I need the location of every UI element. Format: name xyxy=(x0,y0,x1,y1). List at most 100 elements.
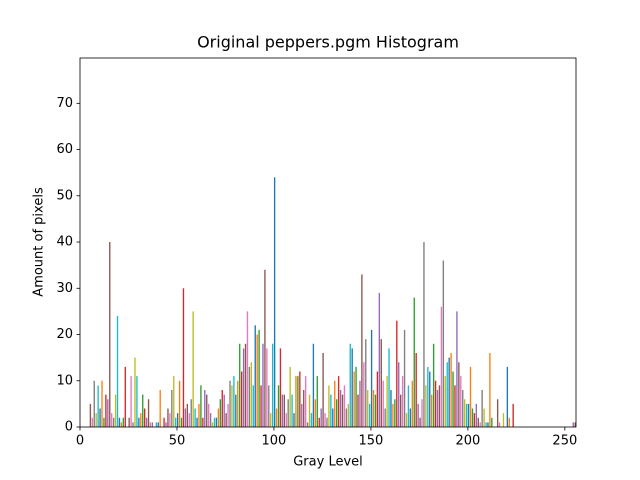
y-axis-label: Amount of pixels xyxy=(32,187,47,297)
bar xyxy=(320,408,322,427)
bar xyxy=(475,403,477,427)
bar xyxy=(378,292,381,427)
plot-frame xyxy=(79,57,577,428)
bar xyxy=(304,376,307,427)
bar xyxy=(303,390,305,427)
bar xyxy=(469,366,472,427)
y-tick-label: 30 xyxy=(56,281,73,296)
bar xyxy=(491,417,493,427)
bar xyxy=(328,385,330,427)
bar xyxy=(270,413,272,427)
bar xyxy=(394,399,396,427)
bar xyxy=(506,366,509,427)
bar xyxy=(368,403,371,427)
bar xyxy=(337,376,340,427)
bar xyxy=(254,325,256,427)
bar xyxy=(431,394,433,427)
bar xyxy=(134,357,136,427)
bar xyxy=(277,385,280,427)
y-tick-label: 40 xyxy=(56,235,73,250)
bar xyxy=(200,385,202,427)
bar xyxy=(250,362,253,427)
bar xyxy=(163,417,165,427)
bar xyxy=(244,343,247,427)
y-tick-label: 0 xyxy=(65,420,73,435)
bar xyxy=(496,399,499,427)
bar xyxy=(343,385,346,427)
bar xyxy=(440,306,443,427)
bar xyxy=(95,413,97,427)
bar xyxy=(382,380,384,427)
bar xyxy=(208,403,210,427)
bar xyxy=(182,288,185,427)
bar xyxy=(289,366,291,427)
bar xyxy=(324,413,326,427)
bar xyxy=(508,417,510,427)
bar xyxy=(353,371,355,427)
bar xyxy=(285,413,287,427)
bar xyxy=(124,366,126,427)
bar xyxy=(178,380,181,427)
bar xyxy=(237,380,239,427)
bar xyxy=(272,343,274,427)
bar xyxy=(184,408,187,427)
x-tick-label: 200 xyxy=(455,434,480,449)
bar xyxy=(132,422,134,427)
bar xyxy=(111,413,113,427)
bar xyxy=(175,417,177,427)
bar xyxy=(419,417,421,427)
bar xyxy=(173,376,175,427)
bar xyxy=(376,371,379,427)
bar xyxy=(483,408,485,427)
bar xyxy=(235,394,237,427)
bar xyxy=(227,403,229,427)
bar xyxy=(357,394,359,427)
bar xyxy=(252,385,254,427)
bar xyxy=(157,422,159,427)
bar xyxy=(258,329,260,427)
y-tick-label: 60 xyxy=(56,142,73,157)
bar xyxy=(202,417,204,427)
bar xyxy=(390,390,392,427)
x-tick-label: 250 xyxy=(552,434,577,449)
bar xyxy=(458,362,460,427)
bar xyxy=(215,417,218,427)
bar xyxy=(310,413,313,427)
bar xyxy=(489,353,491,427)
bar xyxy=(196,417,198,427)
bar xyxy=(140,413,142,427)
bar xyxy=(142,394,144,427)
bar xyxy=(405,413,408,427)
y-tick-label: 50 xyxy=(56,188,73,203)
bar xyxy=(456,311,458,427)
bar xyxy=(351,348,353,427)
bar xyxy=(398,362,400,427)
bar xyxy=(314,399,317,427)
chart-title: Original peppers.pgm Histogram xyxy=(197,33,459,52)
bar xyxy=(502,413,505,427)
bar xyxy=(279,348,282,427)
bar xyxy=(477,417,479,427)
bar xyxy=(388,348,390,427)
bar xyxy=(105,394,107,427)
bar xyxy=(225,413,227,427)
bar xyxy=(452,371,454,427)
bar xyxy=(464,399,466,427)
bar xyxy=(409,408,412,427)
bar xyxy=(229,380,231,427)
bar xyxy=(221,390,223,427)
bar xyxy=(273,177,276,427)
bar xyxy=(479,422,481,427)
bar xyxy=(326,417,328,427)
bar xyxy=(211,422,214,427)
bar xyxy=(231,385,233,427)
bar xyxy=(299,371,301,427)
bar xyxy=(99,408,101,427)
bar xyxy=(374,394,377,427)
bar xyxy=(118,417,121,427)
bar xyxy=(206,394,208,427)
bar xyxy=(145,417,148,427)
bar xyxy=(297,376,299,427)
bar xyxy=(322,353,324,427)
bar xyxy=(448,357,450,427)
